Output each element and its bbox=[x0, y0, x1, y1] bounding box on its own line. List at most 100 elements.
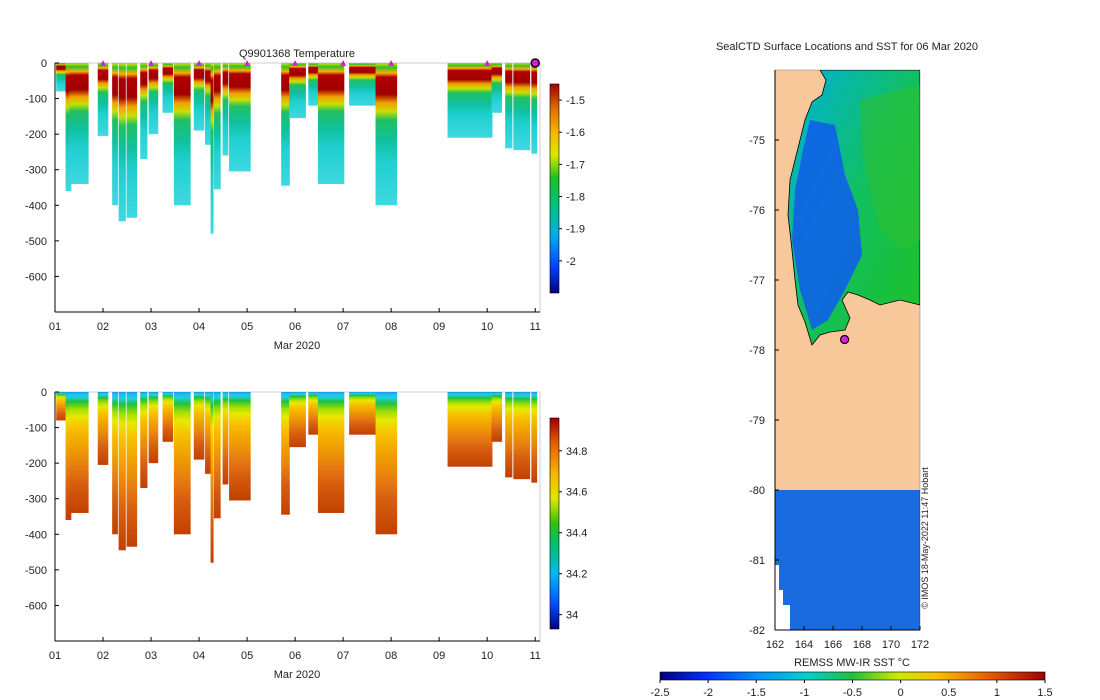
salinity-x-ticks: 01 02 03 04 05 06 07 08 09 10 11 bbox=[49, 637, 541, 662]
sst-colorbar-tick-label: -2.5 bbox=[651, 687, 670, 699]
temperature-colorbar-tick-label: -1.7 bbox=[566, 159, 585, 171]
sal-profile bbox=[65, 392, 72, 521]
temperature-xlabel: Mar 2020 bbox=[274, 340, 320, 352]
sal-profile bbox=[349, 392, 381, 435]
temp-x-tick-label: 03 bbox=[145, 321, 157, 333]
map-x-tick-label: 162 bbox=[766, 639, 784, 651]
temp-profile bbox=[349, 63, 381, 106]
temp-profile bbox=[56, 63, 69, 92]
salinity-colorbar-tick-label: 34.8 bbox=[566, 446, 587, 458]
salinity-panel: 0 -100 -200 -300 -400 -500 -600 01 02 03 04 05 06 07… bbox=[25, 387, 587, 681]
temperature-colorbar-tick-label: -1.6 bbox=[566, 127, 585, 139]
sst-colorbar-tick-label: 0 bbox=[898, 687, 904, 699]
temperature-colorbar-tick-label: -2 bbox=[566, 256, 576, 268]
salinity-colorbar-tick-label: 34 bbox=[566, 610, 578, 622]
salinity-colorbar-ticks: 34.8 34.6 34.4 34.2 34 bbox=[559, 446, 587, 622]
sst-colorbar-tick-label: 1 bbox=[994, 687, 1000, 699]
sal-y-tick-label: -100 bbox=[25, 423, 47, 435]
sal-x-tick-label: 08 bbox=[385, 650, 397, 662]
temp-profile bbox=[317, 63, 345, 184]
temp-profile bbox=[505, 63, 513, 149]
temperature-title: Q9901368 Temperature bbox=[239, 48, 355, 60]
temp-profile bbox=[229, 63, 251, 172]
temp-profile bbox=[118, 63, 126, 222]
temp-y-tick-label: -400 bbox=[25, 200, 47, 212]
temp-profile bbox=[289, 63, 306, 119]
temp-x-tick-label: 11 bbox=[529, 321, 540, 333]
sal-profile bbox=[205, 392, 213, 474]
temperature-colorbar-tick-label: -1.5 bbox=[566, 95, 585, 107]
sal-profile bbox=[289, 392, 306, 448]
temp-profile bbox=[173, 63, 191, 206]
sal-y-tick-label: -400 bbox=[25, 529, 47, 541]
sal-profile bbox=[193, 392, 205, 460]
temp-profile bbox=[481, 63, 493, 138]
map-x-tick-label: 164 bbox=[795, 639, 813, 651]
profile-marker bbox=[244, 60, 251, 66]
temp-profile bbox=[193, 63, 205, 131]
sst-colorbar-tick-label: 1.5 bbox=[1037, 687, 1052, 699]
sal-profile bbox=[210, 392, 214, 563]
temp-y-tick-label: -300 bbox=[25, 165, 47, 177]
temperature-panel: Q9901368 Temperature 0 -100 -200 -300 -400 -5… bbox=[25, 48, 585, 352]
sal-profile bbox=[491, 392, 503, 442]
map-y-tick-label: -80 bbox=[749, 485, 765, 497]
map-y-tick-label: -79 bbox=[749, 415, 765, 427]
temp-profile bbox=[69, 63, 89, 184]
temp-x-tick-label: 01 bbox=[49, 321, 61, 333]
map-x-tick-label: 168 bbox=[853, 639, 871, 651]
sal-y-tick-label: -300 bbox=[25, 494, 47, 506]
sal-profile bbox=[162, 392, 174, 442]
sst-colorbar-tick-label: -1 bbox=[799, 687, 809, 699]
map-x-tick-label: 172 bbox=[911, 639, 929, 651]
sst-colorbar-tick-label: -2 bbox=[703, 687, 713, 699]
temp-profile bbox=[513, 63, 531, 151]
map-southern-sst-block bbox=[775, 490, 920, 630]
profile-marker bbox=[388, 60, 395, 66]
temp-x-tick-label: 07 bbox=[337, 321, 349, 333]
profile-marker bbox=[484, 60, 491, 66]
sal-y-tick-label: -600 bbox=[25, 600, 47, 612]
temperature-colorbar bbox=[549, 83, 560, 294]
sst-colorbar-tick-label: -0.5 bbox=[843, 687, 862, 699]
map-y-tick-label: -76 bbox=[749, 205, 765, 217]
sal-profile bbox=[513, 392, 531, 480]
sal-profile bbox=[97, 392, 109, 465]
sal-profile bbox=[447, 392, 484, 467]
profile-marker bbox=[292, 60, 299, 66]
temp-profile bbox=[210, 63, 214, 234]
temp-profile bbox=[97, 63, 109, 136]
temp-profile bbox=[281, 63, 290, 186]
sal-profile bbox=[481, 392, 493, 467]
salinity-profiles bbox=[56, 392, 538, 563]
sst-colorbar-tick-label: -1.5 bbox=[747, 687, 766, 699]
temp-profile bbox=[148, 63, 159, 135]
temp-profile bbox=[491, 63, 503, 113]
profile-marker bbox=[340, 60, 347, 66]
salinity-colorbar-tick-label: 34.6 bbox=[566, 487, 587, 499]
temperature-x-ticks: 01 02 03 04 05 06 07 08 09 10 11 bbox=[49, 308, 541, 333]
temp-profile bbox=[447, 63, 484, 138]
temp-x-tick-label: 10 bbox=[481, 321, 493, 333]
temp-x-tick-label: 09 bbox=[433, 321, 445, 333]
sal-x-tick-label: 07 bbox=[337, 650, 349, 662]
sal-profile bbox=[173, 392, 191, 535]
map-y-ticks: -75 -76 -77 -78 -79 -80 -81 -82 bbox=[749, 135, 779, 637]
sal-x-tick-label: 02 bbox=[97, 650, 109, 662]
map-y-tick-label: -77 bbox=[749, 275, 765, 287]
sal-x-tick-label: 01 bbox=[49, 650, 61, 662]
profile-marker bbox=[148, 60, 155, 66]
map-southern-land-edge bbox=[775, 565, 790, 630]
map-y-tick-label: -75 bbox=[749, 135, 765, 147]
temperature-colorbar-ticks: -1.5 -1.6 -1.7 -1.8 -1.9 -2 bbox=[559, 95, 585, 268]
temp-y-tick-label: -200 bbox=[25, 129, 47, 141]
map-title: SealCTD Surface Locations and SST for 06… bbox=[716, 41, 978, 53]
temp-profile bbox=[65, 63, 72, 192]
current-profile-marker bbox=[530, 58, 540, 68]
temp-profile bbox=[126, 63, 138, 218]
map-x-tick-label: 170 bbox=[882, 639, 900, 651]
sal-x-tick-label: 09 bbox=[433, 650, 445, 662]
temp-x-tick-label: 05 bbox=[241, 321, 253, 333]
temp-x-tick-label: 04 bbox=[193, 321, 205, 333]
credit-text: © IMOS 18-May-2022 11:47 Hobart bbox=[920, 467, 930, 609]
